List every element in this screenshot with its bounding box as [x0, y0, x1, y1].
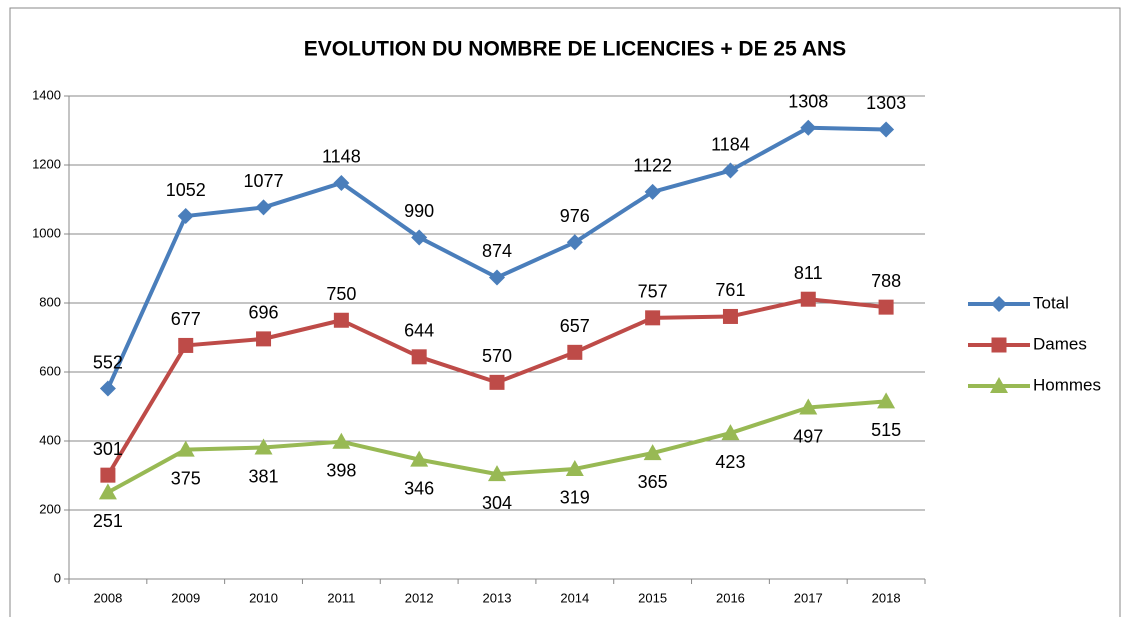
marker: [98, 483, 117, 500]
x-tick-label: 2015: [638, 590, 667, 605]
data-label: 381: [249, 466, 279, 486]
marker: [799, 398, 818, 415]
marker: [643, 444, 662, 461]
marker: [410, 450, 429, 467]
marker: [567, 344, 583, 360]
marker: [721, 424, 740, 441]
data-label: 301: [93, 439, 123, 459]
data-label: 750: [326, 284, 356, 304]
x-tick-label: 2016: [716, 590, 745, 605]
x-tick-label: 2013: [483, 590, 512, 605]
data-label: 757: [638, 282, 668, 302]
data-label: 398: [326, 460, 356, 480]
legend-label: Dames: [1033, 334, 1087, 353]
marker: [990, 377, 1008, 393]
marker: [566, 234, 583, 251]
x-tick-label: 2011: [327, 590, 355, 605]
data-label: 696: [249, 303, 279, 323]
x-tick-label: 2009: [171, 590, 200, 605]
data-label: 1148: [322, 147, 361, 167]
x-tick-label: 2008: [93, 590, 122, 605]
legend-label: Hommes: [1033, 375, 1101, 394]
legend-label: Total: [1033, 293, 1069, 312]
marker: [178, 337, 194, 353]
chart-frame: [9, 7, 1121, 622]
data-label: 375: [171, 468, 201, 488]
marker: [255, 199, 272, 216]
data-label: 346: [404, 478, 434, 498]
x-tick-label: 2014: [560, 590, 589, 605]
marker: [256, 331, 272, 347]
data-label: 497: [793, 426, 823, 446]
data-label: 1303: [866, 93, 906, 113]
data-label: 874: [482, 241, 512, 261]
marker: [488, 465, 506, 482]
data-label: 644: [404, 321, 434, 341]
marker: [332, 432, 351, 449]
marker: [177, 208, 194, 225]
data-label: 1308: [788, 91, 828, 111]
y-tick-label: 0: [54, 570, 61, 585]
y-tick-label: 1400: [32, 87, 61, 102]
data-label: 1184: [711, 134, 750, 154]
marker: [333, 312, 349, 328]
marker: [489, 269, 505, 286]
marker: [991, 337, 1007, 353]
data-label: 1052: [166, 180, 206, 200]
marker: [722, 162, 739, 179]
marker: [877, 392, 896, 409]
data-label: 788: [871, 271, 901, 291]
y-tick-label: 400: [39, 432, 61, 447]
data-label: 811: [794, 263, 823, 283]
y-tick-label: 800: [39, 294, 61, 309]
data-label: 319: [560, 488, 590, 508]
marker: [489, 374, 505, 390]
chart-title: EVOLUTION DU NOMBRE DE LICENCIES + DE 25…: [304, 38, 846, 61]
marker: [411, 229, 428, 246]
marker: [645, 310, 661, 326]
marker: [100, 467, 116, 483]
marker: [254, 438, 273, 455]
marker: [878, 121, 895, 138]
data-label: 570: [482, 346, 512, 366]
data-label: 365: [638, 472, 668, 492]
data-label: 304: [482, 493, 512, 513]
data-label: 657: [560, 316, 590, 336]
data-label: 761: [715, 280, 745, 300]
marker: [99, 380, 116, 397]
x-tick-label: 2018: [872, 590, 901, 605]
y-tick-label: 200: [39, 501, 61, 516]
marker: [644, 183, 661, 200]
data-label: 423: [715, 452, 745, 472]
marker: [991, 296, 1007, 312]
marker: [411, 349, 427, 365]
marker: [333, 174, 350, 191]
marker: [722, 308, 738, 324]
data-label: 677: [171, 309, 201, 329]
data-label: 552: [93, 352, 123, 372]
marker: [565, 459, 584, 476]
marker: [176, 440, 195, 457]
data-label: 251: [93, 511, 123, 531]
x-tick-label: 2012: [405, 590, 434, 605]
y-tick-label: 1200: [32, 156, 61, 171]
data-label: 976: [560, 206, 590, 226]
marker: [800, 119, 817, 136]
x-tick-label: 2017: [794, 590, 823, 605]
marker: [878, 299, 894, 315]
data-label: 515: [871, 420, 901, 440]
data-label: 1122: [633, 156, 672, 176]
marker: [800, 291, 816, 307]
y-tick-label: 1000: [32, 225, 61, 240]
data-label: 1077: [244, 171, 284, 191]
y-tick-label: 600: [39, 363, 61, 378]
data-label: 990: [404, 201, 434, 221]
x-tick-label: 2010: [249, 590, 278, 605]
